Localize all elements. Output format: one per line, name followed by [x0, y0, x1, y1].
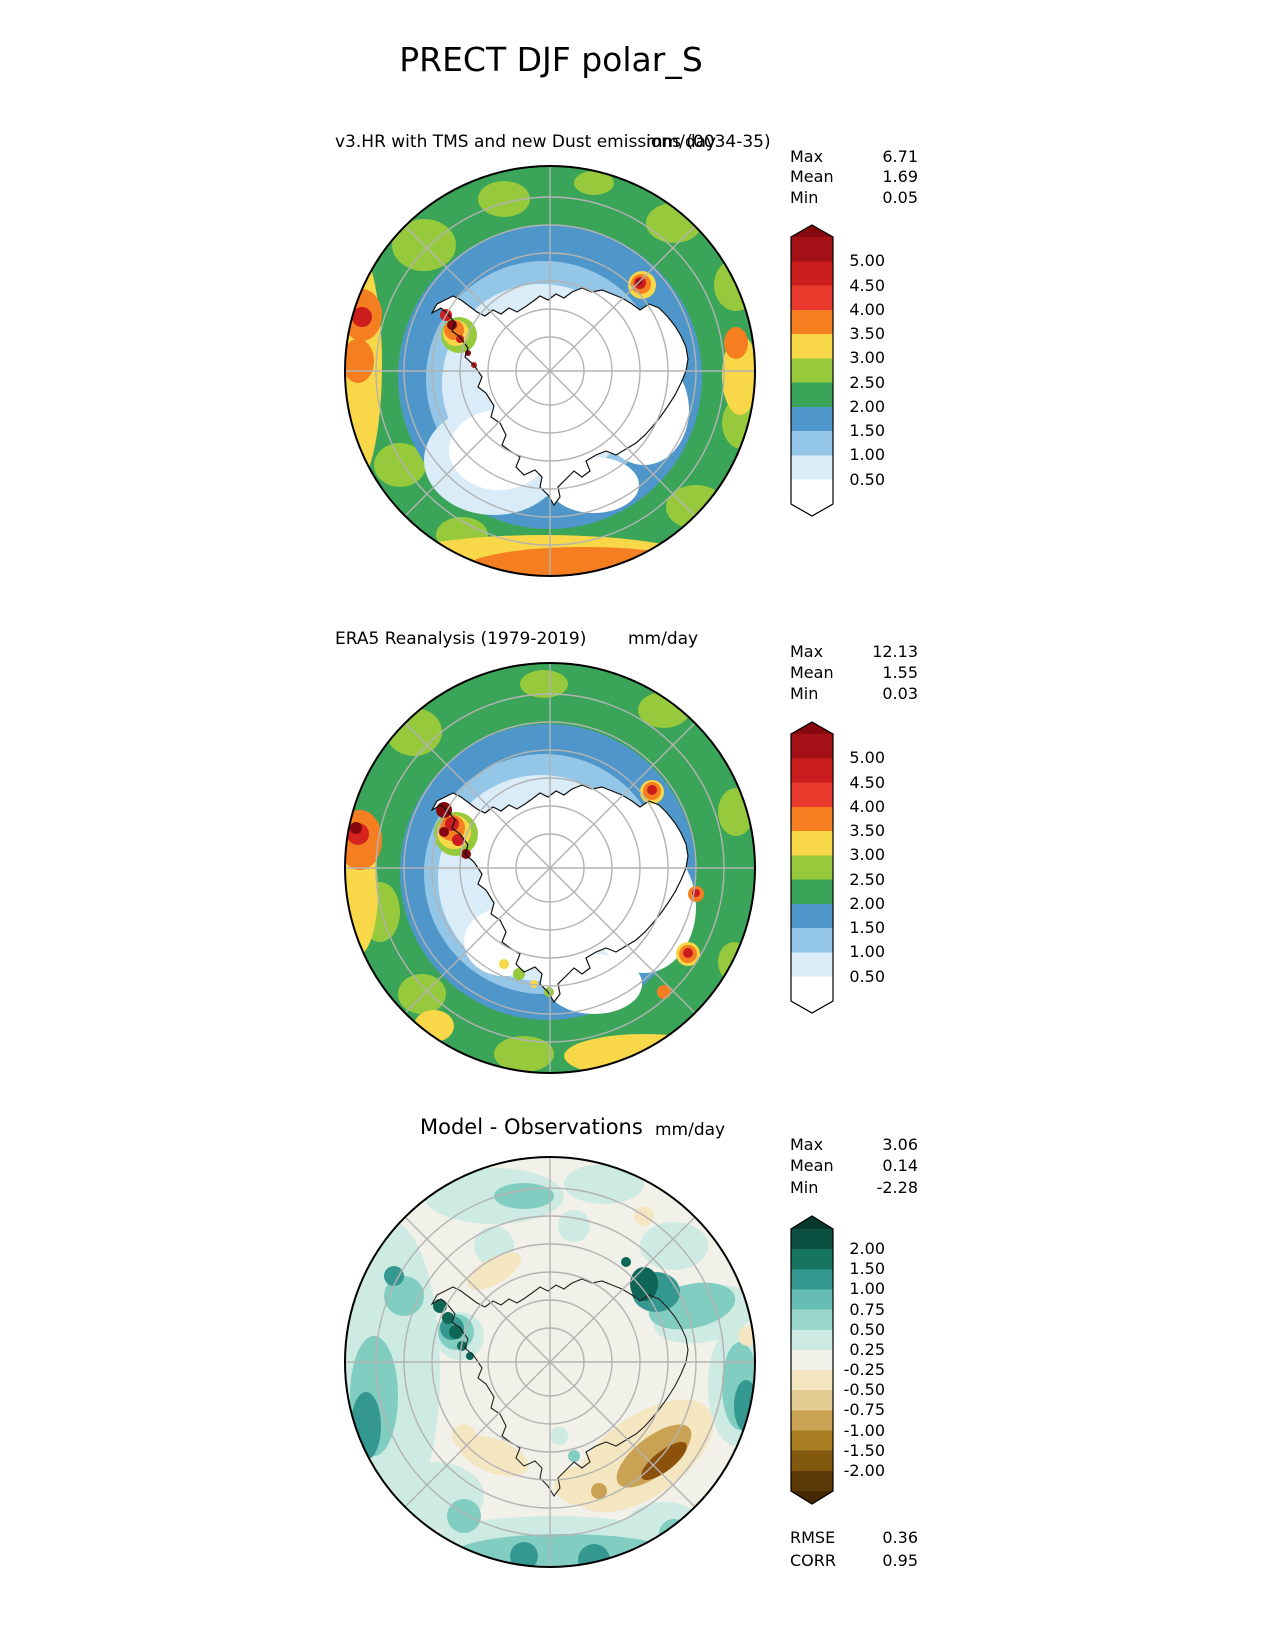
antarctica-white-fill — [432, 288, 689, 513]
panel2-stat-mean: Mean 1.55 — [790, 663, 918, 683]
colorbar-panel3 — [790, 1215, 834, 1509]
panel3-metric-corr: CORR 0.95 — [790, 1551, 918, 1571]
stat-label: Min — [790, 684, 819, 703]
colorbar-panel2-tick-label: 2.00 — [849, 893, 885, 913]
panel2-units: mm/day — [628, 629, 699, 649]
panel3-units: mm/day — [655, 1120, 726, 1140]
precip-red-edge-spot — [352, 307, 372, 327]
stat-value: -2.28 — [876, 1178, 918, 1197]
colorbar-panel2-tick-label: 4.00 — [849, 796, 885, 816]
panel1-stat-min: Min 0.05 — [790, 188, 918, 208]
panel3-stat-min: Min -2.28 — [790, 1178, 918, 1198]
stat-label: Max — [790, 642, 824, 661]
stat-label: Max — [790, 147, 824, 166]
panel1-title: v3.HR with TMS and new Dust emissions (0… — [335, 132, 771, 152]
panel3-stat-mean: Mean 0.14 — [790, 1156, 918, 1176]
colorbar-panel3-tick-label: -0.50 — [843, 1380, 885, 1400]
colorbar-panel2-tick-label: 1.50 — [849, 918, 885, 938]
stat-value: 12.13 — [872, 642, 918, 661]
colorbar-panel3-tick-label: 1.00 — [849, 1279, 885, 1299]
panel1-units: mm/day — [646, 132, 717, 152]
metric-value: 0.95 — [882, 1551, 918, 1570]
colorbar-panel2-tick-label: 3.50 — [849, 821, 885, 841]
panel1-map-content — [345, 166, 755, 576]
stat-label: Mean — [790, 167, 834, 186]
colorbar-panel1-tick-label: 1.50 — [849, 421, 885, 441]
colorbar-panel1-tick-label: 1.00 — [849, 445, 885, 465]
colorbar-panel3-tick-label: -1.00 — [843, 1420, 885, 1440]
panel2-stat-min: Min 0.03 — [790, 684, 918, 704]
colorbar-panel2 — [790, 721, 834, 1018]
panel3-map — [344, 1156, 756, 1568]
colorbar-panel3-tick-label: -1.50 — [843, 1440, 885, 1460]
colorbar-panel1-tick-label: 5.00 — [849, 251, 885, 271]
colorbar-panel1-tick-label: 4.50 — [849, 275, 885, 295]
stat-value: 0.14 — [882, 1156, 918, 1175]
panel3-metric-rmse: RMSE 0.36 — [790, 1528, 918, 1548]
stat-label: Mean — [790, 663, 834, 682]
colorbar-panel3-tick-label: -2.00 — [843, 1460, 885, 1480]
colorbar-panel3-tick-label: 2.00 — [849, 1239, 885, 1259]
map-border — [344, 165, 756, 577]
stat-label: Max — [790, 1135, 824, 1154]
colorbar-panel1 — [790, 224, 834, 521]
map-border — [344, 1156, 756, 1568]
colorbar-panel1-tick-label: 3.50 — [849, 324, 885, 344]
stat-label: Min — [790, 1178, 819, 1197]
colorbar-panel3-tick-label: 1.50 — [849, 1259, 885, 1279]
precip-coastal-spots — [499, 780, 704, 999]
colorbar-panel2-tick-label: 0.50 — [849, 966, 885, 986]
panel3-stat-max: Max 3.06 — [790, 1135, 918, 1155]
colorbar-panel1-tick-label: 0.50 — [849, 469, 885, 489]
colorbar-panel2-tick-label: 2.50 — [849, 869, 885, 889]
colorbar-panel2-tick-label: 5.00 — [849, 748, 885, 768]
colorbar-panel1-tick-label: 3.00 — [849, 348, 885, 368]
diff-peninsula-dark-teal — [433, 1299, 484, 1360]
graticule — [345, 166, 755, 576]
panel2-map-content — [345, 663, 755, 1073]
panel3-map-content — [345, 1157, 755, 1567]
colorbar-panel2-tick-label: 3.00 — [849, 845, 885, 865]
panel3-title: Model - Observations — [420, 1115, 643, 1139]
stat-label: Min — [790, 188, 819, 207]
graticule — [345, 1157, 755, 1567]
panel1-stat-max: Max 6.71 — [790, 147, 918, 167]
metric-label: CORR — [790, 1551, 836, 1570]
precip-east-hotspot — [628, 271, 656, 299]
stat-label: Mean — [790, 1156, 834, 1175]
colorbar-panel2-tick-label: 1.00 — [849, 942, 885, 962]
panel2-title: ERA5 Reanalysis (1979-2019) — [335, 629, 587, 649]
map-border — [344, 662, 756, 1074]
colorbar-panel3-tick-label: -0.25 — [843, 1360, 885, 1380]
colorbar-panel1-tick-label: 4.00 — [849, 299, 885, 319]
graticule — [345, 663, 755, 1073]
stat-value: 0.03 — [882, 684, 918, 703]
diff-east-dark-teal-blob — [621, 1257, 755, 1344]
colorbar-panel3-tick-label: -0.75 — [843, 1400, 885, 1420]
colorbar-panel1-tick-label: 2.50 — [849, 372, 885, 392]
stat-value: 1.69 — [882, 167, 918, 186]
panel1-map — [344, 165, 756, 577]
colorbar-panel3-tick-label: 0.25 — [849, 1339, 885, 1359]
stat-value: 3.06 — [882, 1135, 918, 1154]
panel1-stat-mean: Mean 1.69 — [790, 167, 918, 187]
stat-value: 6.71 — [882, 147, 918, 166]
metric-label: RMSE — [790, 1528, 836, 1547]
metric-value: 0.36 — [882, 1528, 918, 1547]
colorbar-panel3-tick-label: 0.50 — [849, 1319, 885, 1339]
stat-value: 1.55 — [882, 663, 918, 682]
panel2-stat-max: Max 12.13 — [790, 642, 918, 662]
panel2-map — [344, 662, 756, 1074]
colorbar-panel1-tick-label: 2.00 — [849, 396, 885, 416]
colorbar-panel2-tick-label: 4.50 — [849, 772, 885, 792]
colorbar-panel3-tick-label: 0.75 — [849, 1299, 885, 1319]
stat-value: 0.05 — [882, 188, 918, 207]
figure-title: PRECT DJF polar_S — [399, 40, 703, 79]
